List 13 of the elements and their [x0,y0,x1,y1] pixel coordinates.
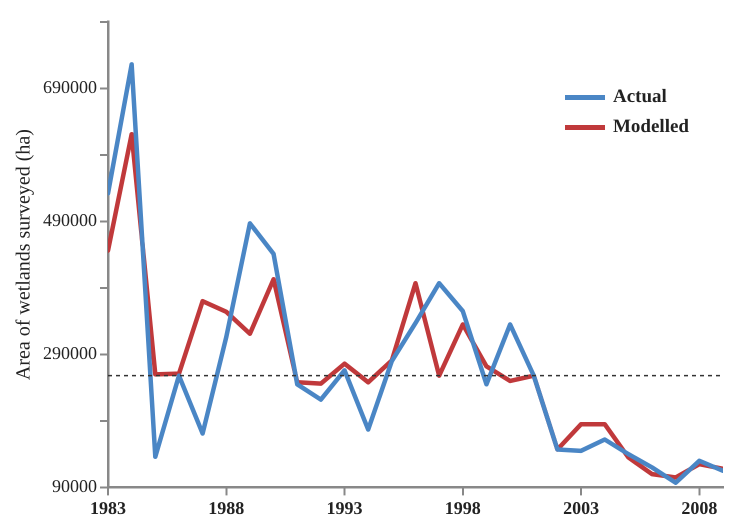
x-tick-label: 1988 [208,498,244,518]
x-tick-label: 1993 [326,498,363,518]
y-tick-label: 690000 [43,77,97,98]
y-tick-label: 290000 [43,343,97,364]
y-tick-label: 90000 [52,476,97,496]
legend-label: Actual [613,86,667,108]
y-tick-label: 490000 [43,210,97,230]
x-tick-label: 1998 [444,498,481,518]
x-tick-label: 2008 [681,498,718,518]
x-tick-label: 1983 [90,498,126,518]
x-tick-label: 2003 [563,498,600,518]
y-axis-title: Area of wetlands surveyed (ha) [12,129,34,380]
legend-label: Modelled [613,116,689,138]
